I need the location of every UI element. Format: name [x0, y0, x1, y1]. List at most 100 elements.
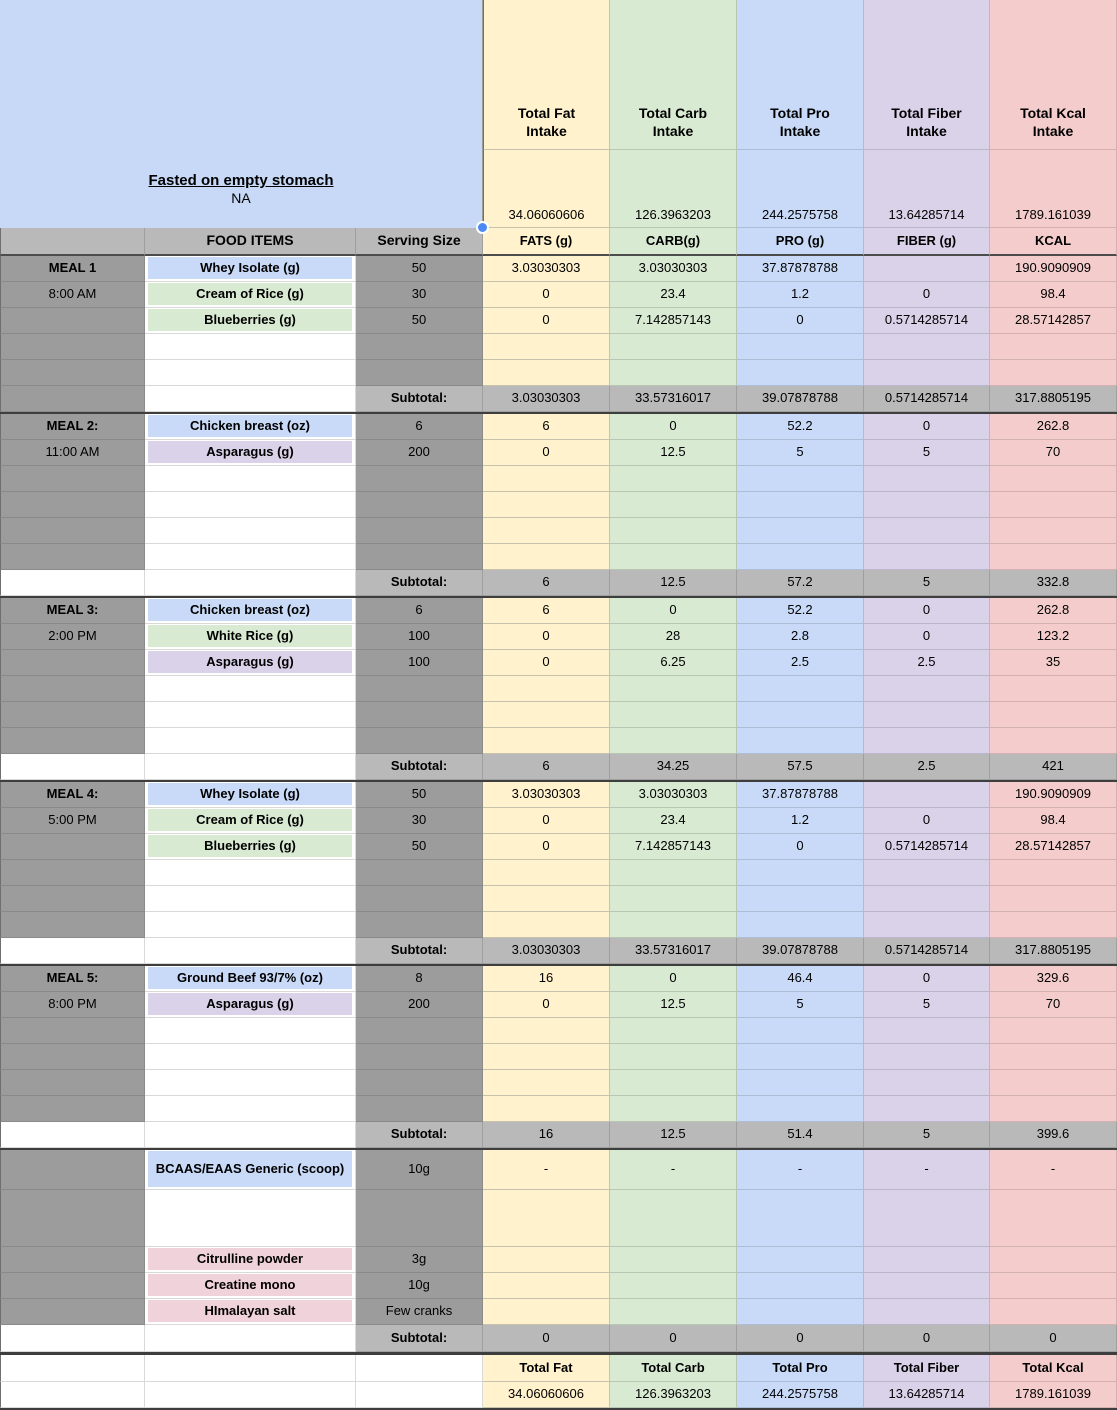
carb-value-cell[interactable] [610, 860, 737, 886]
fats-value-cell[interactable]: 0 [483, 440, 610, 466]
total-carb-intake-value[interactable]: 126.3963203 [610, 150, 737, 228]
meal-gutter-cell[interactable] [0, 1018, 145, 1044]
serving-size-cell[interactable]: 200 [356, 992, 483, 1018]
kcal-value-cell[interactable] [990, 334, 1117, 360]
pro-value-cell[interactable] [737, 1273, 864, 1299]
fats-value-cell[interactable] [483, 702, 610, 728]
fiber-value-cell[interactable]: - [864, 1150, 990, 1190]
meal-label-cell[interactable]: MEAL 5: [0, 966, 145, 992]
serving-size-cell[interactable]: 6 [356, 598, 483, 624]
meal-gutter-cell[interactable] [0, 1122, 145, 1148]
carb-value-cell[interactable]: 12.5 [610, 440, 737, 466]
fiber-value-cell[interactable] [864, 544, 990, 570]
empty-food-cell[interactable] [145, 938, 356, 964]
supplement-gutter-cell[interactable] [0, 1247, 145, 1273]
meal-gutter-cell[interactable] [0, 360, 145, 386]
fiber-value-cell[interactable]: 0.5714285714 [864, 308, 990, 334]
serving-size-cell[interactable] [356, 334, 483, 360]
kcal-value-cell[interactable] [990, 886, 1117, 912]
kcal-value-cell[interactable] [990, 676, 1117, 702]
subtotal-carb-value-cell[interactable]: 0 [610, 1325, 737, 1352]
empty-food-cell[interactable] [145, 728, 356, 754]
supplement-gutter-cell[interactable] [0, 1150, 145, 1190]
fats-value-cell[interactable]: 6 [483, 598, 610, 624]
fiber-value-cell[interactable] [864, 860, 990, 886]
fiber-value-cell[interactable] [864, 360, 990, 386]
empty-food-cell[interactable] [145, 702, 356, 728]
selection-fill-handle[interactable] [476, 221, 489, 234]
pro-value-cell[interactable]: 1.2 [737, 808, 864, 834]
subtotal-label-cell[interactable]: Subtotal: [356, 1325, 483, 1352]
kcal-value-cell[interactable] [990, 1273, 1117, 1299]
pro-value-cell[interactable]: 1.2 [737, 282, 864, 308]
food-item-cell[interactable]: Asparagus (g) [145, 992, 356, 1018]
fats-value-cell[interactable] [483, 360, 610, 386]
subtotal-fiber-value-cell[interactable]: 2.5 [864, 754, 990, 780]
carb-value-cell[interactable] [610, 912, 737, 938]
empty-food-cell[interactable] [145, 570, 356, 596]
serving-size-cell[interactable] [356, 860, 483, 886]
fats-value-cell[interactable] [483, 1096, 610, 1122]
fiber-value-cell[interactable] [864, 492, 990, 518]
fiber-value-cell[interactable] [864, 1299, 990, 1325]
meal-gutter-cell[interactable] [0, 518, 145, 544]
food-item-cell[interactable]: Ground Beef 93/7% (oz) [145, 966, 356, 992]
carb-value-cell[interactable] [610, 360, 737, 386]
food-item-cell[interactable]: Blueberries (g) [145, 308, 356, 334]
food-item-cell[interactable]: Blueberries (g) [145, 834, 356, 860]
carb-value-cell[interactable] [610, 1018, 737, 1044]
subtotal-kcal-value-cell[interactable]: 421 [990, 754, 1117, 780]
subtotal-carb-value-cell[interactable]: 33.57316017 [610, 386, 737, 412]
fats-value-cell[interactable]: 0 [483, 808, 610, 834]
fiber-value-cell[interactable] [864, 1096, 990, 1122]
food-item-cell[interactable]: Cream of Rice (g) [145, 808, 356, 834]
pro-value-cell[interactable] [737, 1299, 864, 1325]
subtotal-carb-value-cell[interactable]: 34.25 [610, 754, 737, 780]
carb-value-cell[interactable] [610, 518, 737, 544]
meal-time-cell[interactable]: 8:00 AM [0, 282, 145, 308]
grand-total-fiber-value-cell[interactable]: 13.64285714 [864, 1382, 990, 1408]
fiber-value-cell[interactable] [864, 702, 990, 728]
serving-size-cell[interactable] [356, 466, 483, 492]
fiber-value-cell[interactable]: 0 [864, 808, 990, 834]
serving-size-cell[interactable] [356, 912, 483, 938]
kcal-column-header[interactable]: KCAL [990, 228, 1117, 256]
pro-value-cell[interactable] [737, 334, 864, 360]
fats-value-cell[interactable]: 0 [483, 624, 610, 650]
food-item-cell[interactable]: Whey Isolate (g) [145, 782, 356, 808]
meal-time-cell[interactable]: 5:00 PM [0, 808, 145, 834]
fats-value-cell[interactable]: 0 [483, 834, 610, 860]
carb-value-cell[interactable]: 0 [610, 966, 737, 992]
fats-value-cell[interactable]: 6 [483, 414, 610, 440]
meal-gutter-cell[interactable] [0, 728, 145, 754]
subtotal-fiber-value-cell[interactable]: 0.5714285714 [864, 938, 990, 964]
meal-time-cell[interactable]: 11:00 AM [0, 440, 145, 466]
fats-value-cell[interactable] [483, 728, 610, 754]
fats-value-cell[interactable]: - [483, 1150, 610, 1190]
food-item-cell[interactable]: HImalayan salt [145, 1299, 356, 1325]
subtotal-pro-value-cell[interactable]: 39.07878788 [737, 386, 864, 412]
total-kcal-intake-value[interactable]: 1789.161039 [990, 150, 1117, 228]
grand-total-label-pro-value-cell[interactable]: Total Pro [737, 1355, 864, 1382]
total-fat-intake-header[interactable]: Total Fat Intake [483, 0, 610, 150]
kcal-value-cell[interactable]: 70 [990, 992, 1117, 1018]
pro-value-cell[interactable] [737, 492, 864, 518]
carb-value-cell[interactable] [610, 702, 737, 728]
grand-total-fats-value-cell[interactable]: 34.06060606 [483, 1382, 610, 1408]
carb-value-cell[interactable] [610, 1190, 737, 1247]
empty-serving-cell[interactable] [356, 1355, 483, 1382]
subtotal-kcal-value-cell[interactable]: 0 [990, 1325, 1117, 1352]
meal-gutter-cell[interactable] [0, 938, 145, 964]
carb-value-cell[interactable]: 3.03030303 [610, 256, 737, 282]
pro-value-cell[interactable] [737, 1096, 864, 1122]
fiber-value-cell[interactable] [864, 1247, 990, 1273]
meal-gutter-cell[interactable] [0, 492, 145, 518]
fiber-value-cell[interactable]: 0 [864, 282, 990, 308]
fats-value-cell[interactable] [483, 492, 610, 518]
meal-gutter-cell[interactable] [0, 1044, 145, 1070]
meal-time-cell[interactable]: 8:00 PM [0, 992, 145, 1018]
fats-value-cell[interactable] [483, 1044, 610, 1070]
serving-size-cell[interactable] [356, 728, 483, 754]
grand-total-kcal-value-cell[interactable]: 1789.161039 [990, 1382, 1117, 1408]
meal-label-cell[interactable]: MEAL 4: [0, 782, 145, 808]
